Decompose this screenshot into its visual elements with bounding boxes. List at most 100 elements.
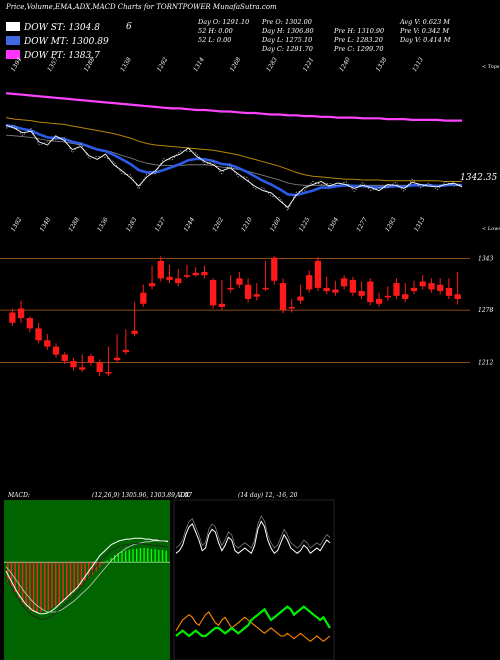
adx-gray-line: [175, 515, 331, 549]
candle-body: [17, 308, 25, 319]
price-line: [5, 124, 463, 209]
candle-body: [236, 278, 243, 285]
stat-1-1: Day H: 1306.80: [262, 27, 314, 35]
candle-body: [332, 289, 339, 293]
candle-body: [454, 294, 461, 299]
candle-body: [271, 257, 278, 281]
top-tick-label: 1221: [302, 56, 316, 73]
candle-body: [419, 281, 426, 287]
ema-gold-line: [5, 117, 462, 182]
bottom-tick-label: 1210: [240, 216, 254, 233]
candle-body: [367, 281, 374, 303]
candle-body: [9, 312, 16, 323]
bottom-tick-label: 1304: [326, 216, 340, 233]
bottom-tick-label: 1392: [10, 216, 24, 233]
stat-3-1: Pre C: 1299.70: [334, 45, 384, 53]
candle-body: [314, 260, 322, 288]
stat-1-3: Pre V: 0.342 M: [400, 27, 450, 35]
adx-orange-line: [175, 611, 331, 643]
bottom-tick-label: 1313: [413, 216, 427, 233]
macd-signal-line: [5, 540, 168, 613]
ema-long-line: [5, 92, 462, 122]
candle-body: [445, 287, 453, 296]
bottom-tick-label: 1262: [211, 216, 225, 233]
dow-mt-label: DOW MT: 1300.89: [24, 37, 109, 47]
candle-body: [402, 294, 409, 299]
candle-body: [279, 283, 287, 311]
stat-2-2: Pre L: 1283.20: [334, 36, 383, 44]
candle-body: [349, 279, 357, 293]
candle-body: [227, 287, 234, 290]
candle-body: [113, 357, 121, 361]
dow-pt-label: DOW PT: 1383.7: [24, 51, 100, 61]
candle-body: [52, 346, 60, 355]
candle-body: [26, 318, 33, 329]
adx-params: (14 day) 12, -16, 20: [238, 492, 298, 499]
macd-shadow-line: [5, 543, 169, 620]
marker-label: 6: [126, 22, 132, 32]
candle-body: [393, 283, 400, 296]
bottom-tick-label: 1277: [355, 216, 369, 233]
candle-body: [61, 354, 68, 361]
stat-2-3: Day V: 0.414 M: [400, 36, 451, 44]
candle-body: [87, 356, 95, 363]
legend-dow-st: DOW ST: 1304.8: [6, 22, 100, 33]
bottom-tick-label: 1327: [154, 216, 168, 233]
price-dotted-line: [5, 124, 463, 212]
top-tick-label: 1314: [192, 56, 206, 73]
top-tick-label: 1338: [375, 56, 389, 73]
candle-body: [70, 360, 77, 368]
candle-body: [79, 367, 86, 370]
candle-body: [340, 278, 348, 287]
stat-0-2: Avg V: 0.623 M: [400, 18, 450, 26]
dow-pt-swatch: [6, 50, 20, 59]
candle-body: [437, 284, 444, 292]
candle-body: [35, 328, 42, 341]
bottom-tick-label: 1293: [384, 216, 398, 233]
dow-mt-swatch: [6, 36, 20, 45]
stat-0-1: Pre O: 1302.00: [262, 18, 312, 26]
bottom-tick-label: 1288: [67, 216, 81, 233]
candle-body: [201, 272, 208, 276]
candle-body: [210, 279, 217, 306]
level-label: 1212: [478, 360, 493, 367]
macd-params: (12,26,9) 1305.96, 1303.89, 2.07: [92, 492, 192, 499]
candle-body: [44, 340, 51, 347]
candle-body: [410, 287, 418, 292]
top-tick-label: 1283: [265, 56, 279, 73]
legend-dow-mt: DOW MT: 1300.89: [6, 36, 109, 47]
ema-short-line: [5, 123, 463, 197]
candle-body: [131, 330, 138, 334]
candle-body: [183, 275, 191, 277]
candle-body: [218, 303, 226, 307]
last-price-label: 1342.35: [460, 173, 497, 183]
candle-body: [428, 283, 435, 290]
bottom-tick-label: 1225: [298, 216, 312, 233]
level-label: 1278: [478, 307, 493, 314]
candle-body: [140, 292, 147, 304]
candle-body: [358, 291, 365, 296]
candle-body: [384, 295, 391, 298]
bottom-tick-label: 1336: [96, 216, 110, 233]
page-title: Price,Volume,EMA,ADX,MACD Charts for TOR…: [6, 3, 277, 11]
stat-1-0: 52 H: 0.00: [198, 27, 233, 35]
macd-background: [4, 500, 170, 660]
adx-title: ADX: [175, 492, 190, 499]
top-tick-label: 1292: [156, 56, 170, 73]
candle-body: [105, 372, 112, 374]
candle-body: [122, 349, 130, 353]
candle-body: [244, 284, 252, 299]
top-tick-label: 1240: [338, 56, 352, 73]
candle-body: [323, 287, 330, 292]
top-tick-label: 1338: [119, 56, 133, 73]
top-tick-label: 1394: [10, 56, 24, 73]
bottom-tick-label: 1283: [125, 216, 139, 233]
stat-0-0: Day O: 1291.10: [198, 18, 250, 26]
adx-white-line: [175, 520, 331, 555]
candle-body: [253, 294, 260, 297]
candle-body: [297, 296, 304, 301]
dow-st-label: DOW ST: 1304.8: [24, 23, 100, 33]
macd-title: MACD:: [7, 492, 30, 499]
macd-line: [5, 537, 169, 615]
